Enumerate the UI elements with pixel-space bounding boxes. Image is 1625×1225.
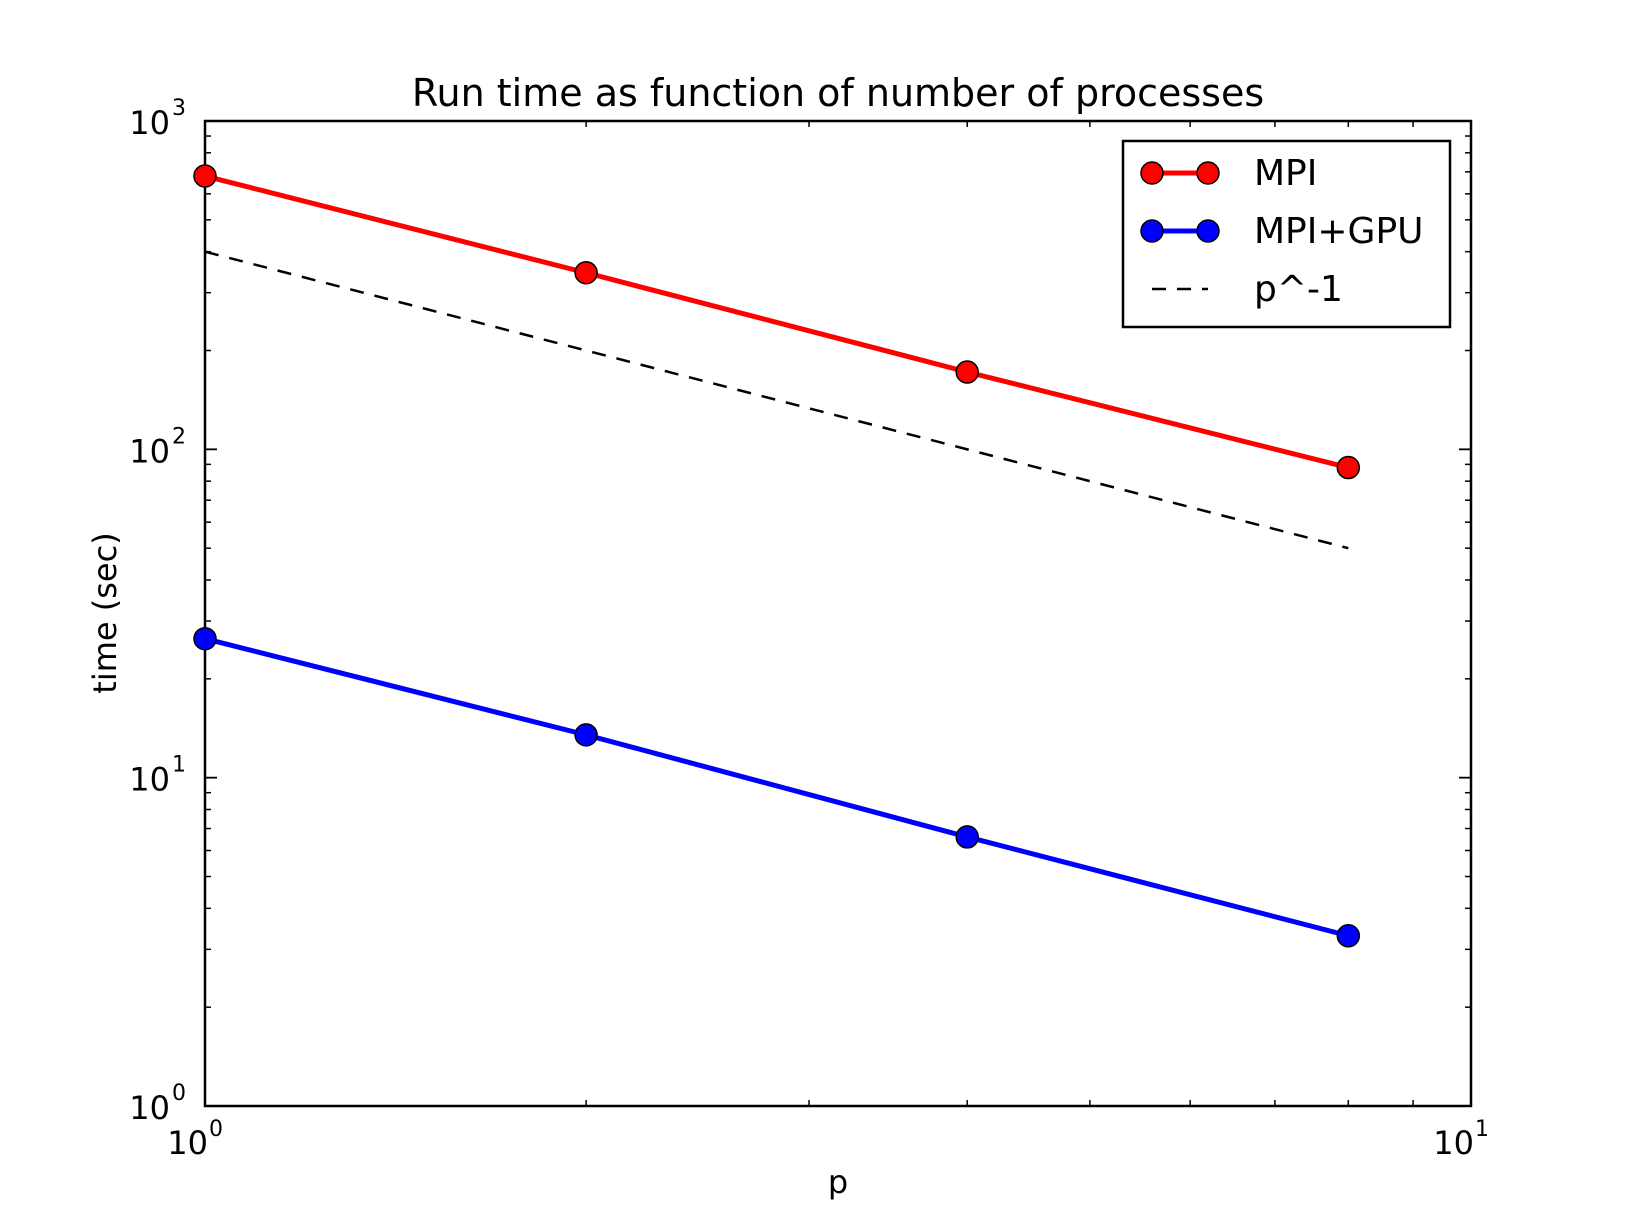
- x-tick-label: 10: [1433, 1124, 1474, 1162]
- x-tick-label-exponent: 0: [209, 1117, 223, 1142]
- legend-marker-mpi-gpu: [1196, 219, 1220, 243]
- x-axis-label: p: [828, 1163, 848, 1201]
- legend-marker-mpi: [1196, 161, 1220, 185]
- data-point-mpi-gpu: [574, 723, 598, 747]
- data-point-mpi-gpu: [1336, 924, 1361, 948]
- data-point-mpi: [955, 360, 979, 384]
- y-axis-label: time (sec): [86, 532, 124, 693]
- series-line-mpi-gpu: [205, 636, 1349, 939]
- legend-label-mpi: MPI: [1254, 153, 1317, 194]
- data-point-mpi: [193, 164, 217, 188]
- y-tick-label-exponent: 0: [172, 1081, 186, 1106]
- data-point-mpi-gpu: [955, 825, 979, 849]
- y-tick-label-exponent: 2: [172, 424, 186, 449]
- legend-label-p-1: p^-1: [1254, 269, 1343, 310]
- y-tick-label-exponent: 1: [172, 753, 186, 778]
- chart-title: Run time as function of number of proces…: [412, 71, 1264, 115]
- data-point-mpi: [574, 260, 598, 285]
- legend-label-mpi-gpu: MPI+GPU: [1254, 211, 1424, 252]
- y-tick-label-exponent: 3: [172, 96, 186, 121]
- x-tick-label: 10: [167, 1124, 208, 1162]
- data-point-mpi: [1336, 455, 1361, 480]
- legend-marker-mpi: [1140, 161, 1164, 185]
- y-tick-label: 10: [129, 104, 170, 142]
- plot-area-frame: [203, 119, 1473, 1108]
- y-tick-label: 10: [129, 761, 170, 799]
- y-tick-label: 10: [129, 1089, 170, 1127]
- x-tick-label-exponent: 1: [1475, 1117, 1489, 1142]
- y-tick-label: 10: [129, 432, 170, 470]
- series-line-mpi: [205, 173, 1349, 470]
- legend: MPI MPI+GPU p^-1: [1121, 139, 1452, 329]
- legend-marker-mpi-gpu: [1140, 219, 1164, 243]
- data-point-mpi-gpu: [193, 626, 217, 651]
- series-line-p-1: [205, 250, 1349, 550]
